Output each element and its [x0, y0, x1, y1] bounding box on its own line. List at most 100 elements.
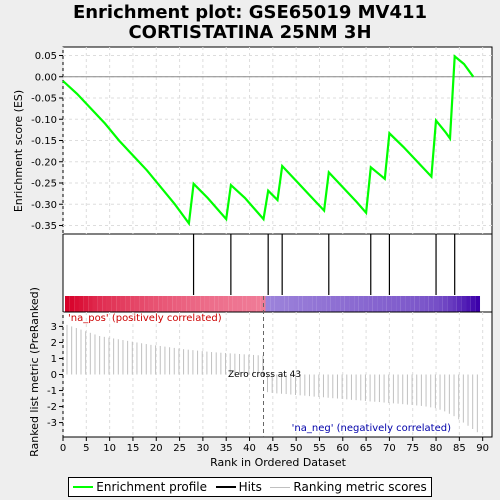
heatmap-cell: [251, 296, 257, 312]
x-tick-label: 20: [150, 443, 163, 454]
heatmap-cell: [144, 296, 149, 312]
heatmap-cell: [139, 296, 145, 312]
enrichment-profile-line: [62, 54, 475, 227]
heatmap-cell: [442, 296, 448, 312]
heatmap-cell: [116, 296, 121, 312]
heatmap-cell: [214, 296, 219, 312]
heatmap-cell: [232, 296, 238, 312]
heatmap-cell: [162, 296, 168, 312]
heatmap-cell: [106, 296, 112, 312]
heatmap-cell: [200, 296, 205, 312]
rank-tick-label: -1: [47, 386, 57, 397]
es-tick-label: -0.05: [31, 94, 57, 105]
heatmap-cell: [279, 296, 285, 312]
x-tick-label: 10: [103, 443, 116, 454]
x-tick-label: 35: [220, 443, 233, 454]
es-axis-label: Enrichment score (ES): [12, 90, 25, 212]
legend-enrichment-label: Enrichment profile: [96, 480, 208, 494]
legend: Enrichment profile Hits Ranking metric s…: [68, 477, 432, 497]
x-tick-label: 50: [290, 443, 303, 454]
heatmap-cell: [316, 296, 322, 312]
x-tick-label: 75: [406, 443, 419, 454]
heatmap-cell: [223, 296, 229, 312]
heatmap-cell: [246, 296, 252, 312]
heatmap-cell: [190, 296, 196, 312]
heatmap-cell: [265, 296, 271, 312]
heatmap-cell: [237, 296, 243, 312]
es-tick-label: -0.30: [31, 200, 57, 211]
heatmap-cell: [368, 296, 373, 312]
heatmap-cell: [111, 296, 117, 312]
heatmap-cell: [130, 296, 135, 312]
heatmap-cell: [372, 296, 378, 312]
heatmap-cell: [428, 296, 434, 312]
heatmap-cell: [242, 296, 247, 312]
legend-enrichment-swatch: [73, 486, 94, 488]
heatmap-cell: [288, 296, 294, 312]
x-tick-label: 60: [336, 443, 349, 454]
es-tick-label: -0.20: [31, 157, 57, 168]
legend-ranking-swatch: [270, 486, 291, 488]
heatmap-cell: [172, 296, 177, 312]
heatmap-cell: [377, 296, 383, 312]
heatmap-cell: [218, 296, 224, 312]
heatmap-cell: [405, 296, 411, 312]
heatmap-cell: [134, 296, 140, 312]
heatmap-cell: [391, 296, 397, 312]
rank-plot-frame: [62, 311, 493, 438]
heatmap-cell: [83, 296, 89, 312]
x-tick-label: 45: [266, 443, 279, 454]
rank-tick-label: 2: [51, 338, 57, 349]
rank-tick-label: -2: [47, 402, 57, 413]
es-tick-label: 0.00: [35, 72, 57, 83]
x-tick-label: 80: [430, 443, 443, 454]
rank-metric-axis-label: Ranked list metric (PreRanked): [28, 287, 41, 457]
heatmap-cell: [382, 296, 387, 312]
heatmap-cell: [363, 296, 369, 312]
rank-tick-label: 1: [51, 354, 57, 365]
heatmap-cell: [433, 296, 439, 312]
es-tick-label: -0.25: [31, 179, 57, 190]
legend-hits-swatch: [215, 486, 236, 488]
heatmap-cell: [181, 296, 187, 312]
heatmap-cell: [78, 296, 84, 312]
rank-tick-label: -3: [47, 418, 57, 429]
heatmap-cell: [335, 296, 341, 312]
heatmap-cell: [438, 296, 443, 312]
heatmap-cell: [414, 296, 420, 312]
x-tick-label: 5: [83, 443, 89, 454]
zero-cross-label: Zero cross at 43: [228, 370, 301, 380]
es-tick-label: 0.05: [35, 51, 57, 62]
x-tick-label: 90: [476, 443, 489, 454]
heatmap-cell: [452, 296, 457, 312]
heatmap-cell: [88, 296, 93, 312]
x-tick-label: 55: [313, 443, 326, 454]
x-tick-label: 0: [60, 443, 66, 454]
heatmap-cell: [298, 296, 303, 312]
heatmap-cell: [176, 296, 182, 312]
heatmap-cell: [312, 296, 317, 312]
heatmap-cell: [120, 296, 126, 312]
heatmap-cell: [456, 296, 462, 312]
heatmap-cell: [340, 296, 345, 312]
heatmap-cell: [148, 296, 154, 312]
rank-tick-label: 3: [51, 322, 57, 333]
rank-tick-label: 0: [51, 370, 57, 381]
heatmap-cell: [69, 296, 75, 312]
heatmap-cell: [326, 296, 331, 312]
heatmap-cell: [92, 296, 98, 312]
heatmap-cell: [396, 296, 401, 312]
legend-hits-label: Hits: [238, 480, 262, 494]
chart-title-line-2: CORTISTATINA 25NM 3H: [128, 22, 372, 43]
heatmap-cell: [274, 296, 280, 312]
legend-enrichment-profile: Enrichment profile: [73, 480, 207, 494]
heatmap-cell: [354, 296, 359, 312]
heatmap-cell: [349, 296, 355, 312]
heatmap-cell: [330, 296, 336, 312]
legend-ranking-scores: Ranking metric scores: [270, 480, 427, 494]
negative-correlation-label: 'na_neg' (negatively correlated): [292, 423, 451, 434]
heatmap-cell: [447, 296, 453, 312]
heatmap-cell: [153, 296, 159, 312]
x-tick-label: 65: [360, 443, 373, 454]
